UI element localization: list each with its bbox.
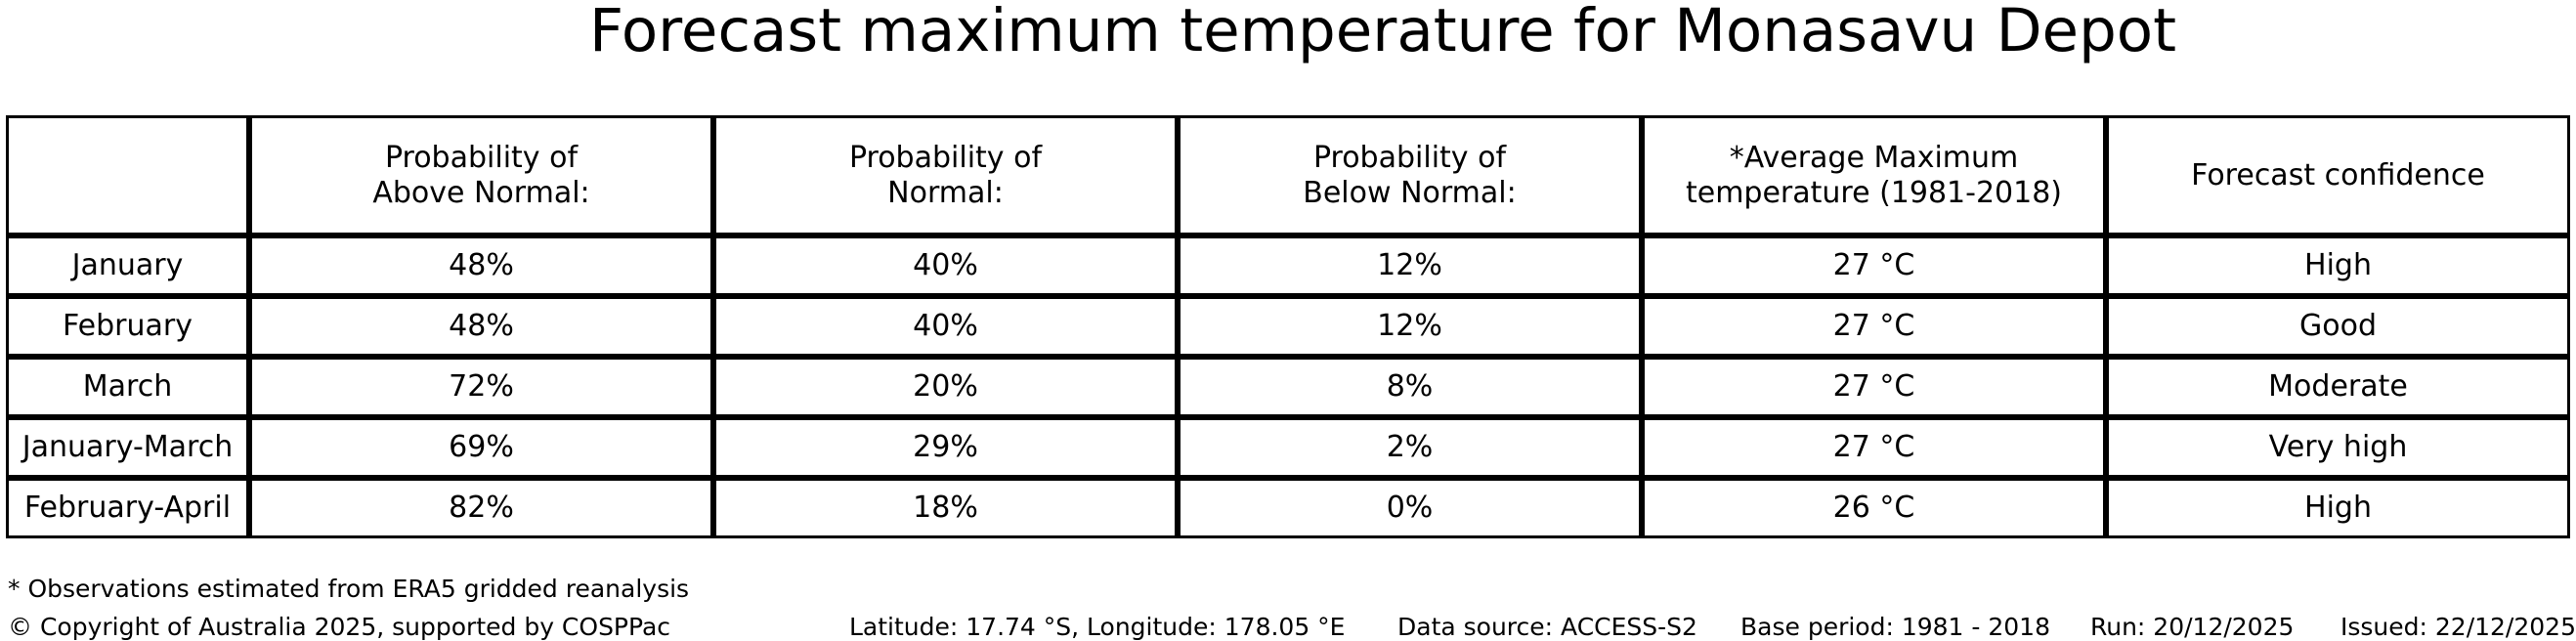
cell-above-normal: 82% xyxy=(249,478,713,538)
footer-base-period: Base period: 1981 - 2018 xyxy=(1740,613,2050,641)
cell-confidence: Very high xyxy=(2106,417,2570,478)
cell-avg-max-temp: 27 °C xyxy=(1642,417,2106,478)
table-row-february-april: February-April 82% 18% 0% 26 °C High xyxy=(6,478,2570,538)
cell-below-normal: 0% xyxy=(1178,478,1642,538)
cell-avg-max-temp: 26 °C xyxy=(1642,478,2106,538)
cell-confidence: High xyxy=(2106,235,2570,296)
cell-above-normal: 48% xyxy=(249,296,713,357)
forecast-table: Probability of Above Normal: Probability… xyxy=(6,115,2570,538)
cell-normal: 18% xyxy=(713,478,1178,538)
cell-normal: 40% xyxy=(713,235,1178,296)
footer-run-date: Run: 20/12/2025 xyxy=(2090,613,2295,641)
cell-above-normal: 69% xyxy=(249,417,713,478)
footer-issued-date: Issued: 22/12/2025 xyxy=(2340,613,2576,641)
cell-confidence: High xyxy=(2106,478,2570,538)
cell-confidence: Good xyxy=(2106,296,2570,357)
cell-below-normal: 12% xyxy=(1178,296,1642,357)
footer-location: Latitude: 17.74 °S, Longitude: 178.05 °E xyxy=(849,613,1346,641)
table-row-january: January 48% 40% 12% 27 °C High xyxy=(6,235,2570,296)
header-corner-empty xyxy=(6,115,249,235)
observations-footnote: * Observations estimated from ERA5 gridd… xyxy=(8,575,690,603)
cell-period: March xyxy=(6,357,249,417)
table-row-march: March 72% 20% 8% 27 °C Moderate xyxy=(6,357,2570,417)
col-header-below-normal: Probability of Below Normal: xyxy=(1178,115,1642,235)
cell-above-normal: 72% xyxy=(249,357,713,417)
cell-period: January-March xyxy=(6,417,249,478)
footer-copyright: © Copyright of Australia 2025, supported… xyxy=(8,613,671,641)
cell-below-normal: 8% xyxy=(1178,357,1642,417)
table-row-february: February 48% 40% 12% 27 °C Good xyxy=(6,296,2570,357)
cell-avg-max-temp: 27 °C xyxy=(1642,235,2106,296)
footer-data-source: Data source: ACCESS-S2 xyxy=(1397,613,1697,641)
cell-normal: 40% xyxy=(713,296,1178,357)
chart-title: Forecast maximum temperature for Monasav… xyxy=(588,0,2177,65)
table-header-row: Probability of Above Normal: Probability… xyxy=(6,115,2570,235)
col-header-forecast-confidence: Forecast confidence xyxy=(2106,115,2570,235)
cell-below-normal: 12% xyxy=(1178,235,1642,296)
cell-normal: 20% xyxy=(713,357,1178,417)
table-row-january-march: January-March 69% 29% 2% 27 °C Very high xyxy=(6,417,2570,478)
col-header-above-normal: Probability of Above Normal: xyxy=(249,115,713,235)
cell-above-normal: 48% xyxy=(249,235,713,296)
cell-period: January xyxy=(6,235,249,296)
cell-avg-max-temp: 27 °C xyxy=(1642,357,2106,417)
cell-normal: 29% xyxy=(713,417,1178,478)
cell-confidence: Moderate xyxy=(2106,357,2570,417)
cell-period: February xyxy=(6,296,249,357)
cell-below-normal: 2% xyxy=(1178,417,1642,478)
cell-avg-max-temp: 27 °C xyxy=(1642,296,2106,357)
cell-period: February-April xyxy=(6,478,249,538)
col-header-average-max-temp: *Average Maximum temperature (1981-2018) xyxy=(1642,115,2106,235)
col-header-normal: Probability of Normal: xyxy=(713,115,1178,235)
